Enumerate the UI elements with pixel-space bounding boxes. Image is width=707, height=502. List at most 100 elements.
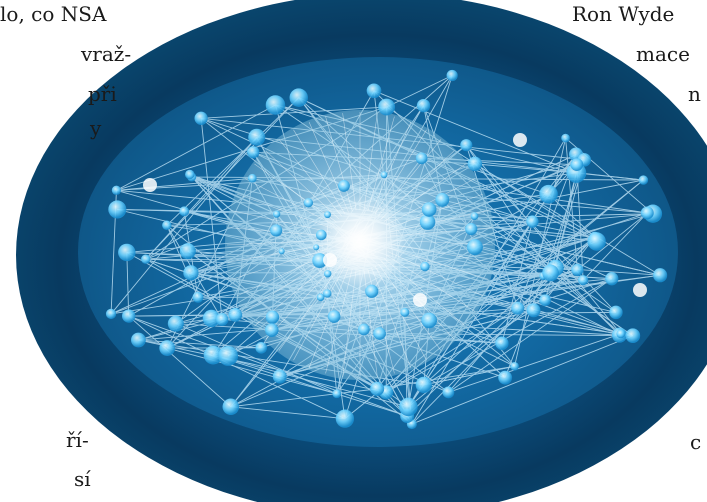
network-node [653, 268, 668, 283]
text-fragment-right-2: mace [636, 42, 690, 66]
network-line [474, 215, 612, 280]
network-node [625, 328, 641, 344]
network-line [386, 75, 453, 108]
network-node [370, 381, 385, 396]
network-node [185, 169, 195, 180]
network-node [273, 210, 281, 218]
network-node [419, 214, 436, 230]
text-fragment-right-4: c [690, 430, 702, 454]
network-line [166, 97, 300, 226]
network-node [289, 88, 308, 107]
network-node [202, 309, 221, 328]
network-node [640, 206, 654, 220]
network-node [609, 305, 623, 320]
network-line [465, 144, 622, 335]
network-node [159, 340, 176, 356]
network-node [312, 253, 328, 269]
network-node [466, 239, 483, 256]
network-line [576, 164, 584, 281]
network-line [213, 354, 408, 417]
network-node [616, 329, 626, 339]
network-line [230, 406, 345, 420]
network-line [448, 267, 556, 393]
network-node [510, 361, 519, 371]
network-node [327, 310, 341, 323]
network-nodes [105, 69, 668, 430]
network-node [442, 386, 455, 399]
network-line [582, 212, 648, 281]
network-line [128, 315, 408, 417]
network-node [539, 184, 558, 204]
network-line [128, 315, 232, 408]
network-line [470, 228, 634, 337]
network-node [167, 315, 184, 332]
network-node [265, 323, 279, 337]
network-node [526, 215, 539, 228]
network-node [265, 95, 286, 115]
network-node [571, 263, 584, 277]
network-line [126, 252, 130, 317]
sparkle [513, 133, 527, 147]
network-node [400, 307, 410, 317]
text-fragment-left-3: při [88, 82, 117, 106]
network-line [230, 393, 337, 408]
text-fragment-left-5: ří- [66, 428, 89, 452]
network-node [465, 223, 478, 236]
network-node [323, 289, 332, 298]
network-line [213, 354, 409, 408]
network-line [565, 138, 578, 270]
network-node [255, 342, 267, 354]
network-line [474, 163, 617, 313]
network-node [272, 369, 287, 384]
network-node [605, 272, 619, 286]
network-line [385, 269, 578, 393]
network-node [332, 389, 342, 399]
network-node [215, 313, 229, 326]
network-node [303, 198, 314, 208]
network-node [222, 398, 240, 416]
network-node [323, 270, 332, 278]
network-node [420, 261, 430, 272]
network-line [344, 179, 644, 420]
network-node [587, 232, 606, 251]
network-node [638, 175, 649, 185]
network-line [116, 177, 253, 191]
network-line [474, 163, 661, 276]
sparkle [633, 283, 647, 297]
network-node [416, 98, 431, 113]
network-line [423, 278, 612, 386]
network-node [511, 301, 525, 315]
network-line [377, 365, 515, 390]
network-node [421, 312, 437, 329]
network-node [378, 98, 396, 116]
network-line [116, 104, 276, 191]
network-node [338, 179, 350, 192]
network-node [498, 370, 513, 385]
text-fragment-left-2: vraž- [81, 42, 132, 66]
network-line [448, 333, 621, 393]
network-node [179, 243, 196, 260]
network-node [118, 243, 136, 262]
network-line [517, 154, 577, 309]
network-node [358, 323, 370, 336]
network-line [200, 118, 223, 320]
network-node [435, 192, 450, 207]
network-node [108, 200, 127, 219]
network-node [399, 397, 418, 417]
network-node [446, 69, 458, 82]
network-node [247, 146, 260, 159]
network-line [501, 221, 533, 344]
network-node [162, 220, 172, 231]
network-line [201, 106, 387, 119]
network-node [380, 171, 388, 179]
network-line [386, 309, 534, 393]
network-node [313, 244, 320, 251]
sparkle [143, 178, 157, 192]
network-node [526, 303, 541, 318]
network-node [324, 211, 331, 219]
text-fragment-left-1: lo, co NSA [0, 2, 107, 26]
network-node [192, 291, 204, 303]
network-node [366, 83, 382, 99]
network-line [550, 172, 577, 274]
